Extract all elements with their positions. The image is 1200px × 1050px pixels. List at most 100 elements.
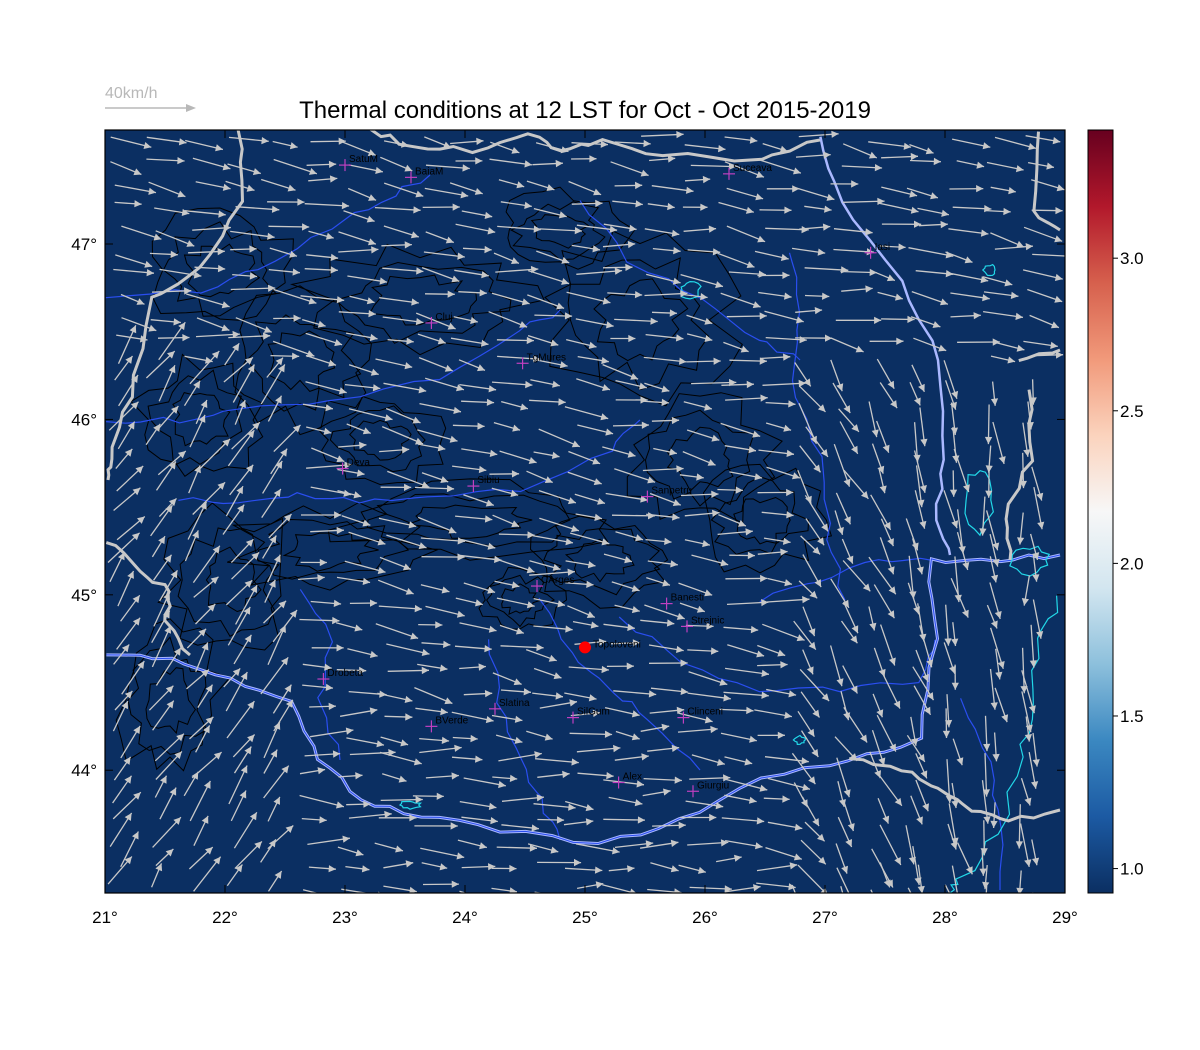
wind-arrow-head xyxy=(511,520,520,528)
wind-arrow-head xyxy=(292,352,300,360)
wind-arrow-head xyxy=(761,599,769,607)
wind-arrow-head xyxy=(131,532,140,541)
wind-arrow-head xyxy=(914,397,921,406)
contour-line xyxy=(366,493,571,547)
wind-arrow-head xyxy=(475,599,483,607)
wind-arrow-head xyxy=(613,744,621,753)
wind-arrow-head xyxy=(330,266,338,274)
wind-arrow xyxy=(189,350,220,385)
wind-arrow-head xyxy=(1017,537,1025,545)
wind-arrow xyxy=(307,837,350,846)
wind-arrow-head xyxy=(232,330,240,339)
wind-arrow-head xyxy=(278,600,287,609)
wind-arrow-head xyxy=(630,373,639,380)
wind-arrow-head xyxy=(594,513,602,521)
wind-arrow-head xyxy=(548,654,557,662)
wind-arrow-head xyxy=(405,713,413,721)
wind-arrow-head xyxy=(847,823,855,831)
wind-arrow-head xyxy=(639,382,647,390)
wind-arrow-head xyxy=(362,577,371,585)
wind-arrow-head xyxy=(207,604,216,612)
wind-arrow-head xyxy=(903,142,912,150)
wind-arrow-head xyxy=(163,592,170,601)
wind-arrow-head xyxy=(614,267,623,275)
wind-arrow-head xyxy=(204,780,211,789)
wind-arrow-head xyxy=(631,585,640,592)
station-label: SilGum xyxy=(577,707,610,718)
wind-arrow-head xyxy=(210,576,219,585)
wind-arrow-head xyxy=(724,885,732,893)
wind-arrow-head xyxy=(412,416,421,424)
wind-arrow xyxy=(725,667,770,675)
wind-arrow-head xyxy=(632,639,640,647)
wind-arrow-head xyxy=(127,571,134,579)
lake-outline xyxy=(398,800,423,810)
wind-arrow-head xyxy=(877,465,885,474)
wind-arrow-head xyxy=(536,794,544,802)
wind-arrow-head xyxy=(1016,887,1024,893)
contour-line xyxy=(406,504,533,539)
lake-outline xyxy=(964,470,994,537)
wind-arrow xyxy=(306,463,352,469)
wind-arrow-head xyxy=(556,302,565,310)
wind-arrow-head xyxy=(178,322,186,331)
wind-arrow-head xyxy=(174,751,182,760)
wind-arrow xyxy=(984,753,988,797)
wind-arrow-head xyxy=(1032,574,1040,582)
wind-arrow-head xyxy=(782,537,791,545)
wind-arrow-head xyxy=(982,294,990,302)
wind-arrow-head xyxy=(330,253,339,261)
wind-arrow-head xyxy=(247,430,255,439)
wind-arrow-head xyxy=(319,558,327,567)
colorbar-tick-label: 3.0 xyxy=(1120,249,1144,268)
wind-arrow-head xyxy=(132,617,141,626)
wind-arrow xyxy=(498,752,542,762)
wind-arrow-head xyxy=(883,521,891,530)
station-sibiu: Sibiu xyxy=(467,475,500,493)
wind-arrow-head xyxy=(1021,598,1029,606)
wind-arrow-head xyxy=(823,151,831,159)
country-border xyxy=(1018,348,1061,363)
wind-arrow xyxy=(420,847,465,859)
wind-arrow-head xyxy=(865,228,873,236)
x-tick-label: 28° xyxy=(932,908,958,927)
wind-arrow-head xyxy=(784,292,792,300)
wind-arrow-head xyxy=(244,634,252,643)
wind-arrow xyxy=(192,481,226,515)
contour-line xyxy=(254,518,410,580)
wind-arrow-head xyxy=(706,622,714,630)
wind-arrow-head xyxy=(523,688,531,696)
wind-arrow-head xyxy=(239,790,247,799)
station-label: BVerde xyxy=(435,715,468,726)
wind-arrow-head xyxy=(281,765,289,774)
wind-arrow-head xyxy=(812,546,821,555)
wind-arrow-head xyxy=(788,400,796,408)
wind-arrow xyxy=(1018,804,1021,849)
wind-arrow-head xyxy=(487,542,496,550)
wind-arrow-head xyxy=(247,734,255,743)
wind-arrow xyxy=(908,555,915,599)
wind-arrow xyxy=(379,751,422,765)
wind-arrow-head xyxy=(696,473,704,481)
wind-arrow-head xyxy=(544,733,553,741)
wind-arrow-head xyxy=(268,284,276,292)
wind-arrow xyxy=(529,534,574,544)
wind-arrow xyxy=(235,206,280,211)
wind-arrow-head xyxy=(914,220,922,228)
y-tick-label: 46° xyxy=(71,410,97,429)
wind-arrow-head xyxy=(876,709,884,718)
wind-arrow-head xyxy=(164,554,172,563)
wind-arrow-head xyxy=(802,783,810,791)
wind-arrow-head xyxy=(448,526,457,534)
wind-arrow-head xyxy=(780,661,788,669)
wind-arrow xyxy=(424,187,469,197)
wind-arrow-head xyxy=(176,733,184,742)
wind-arrow-head xyxy=(437,444,446,452)
wind-arrow-head xyxy=(641,421,649,429)
wind-arrow-head xyxy=(379,277,388,285)
wind-arrow-head xyxy=(822,223,831,231)
wind-arrow-head xyxy=(372,384,381,392)
wind-arrow-head xyxy=(489,449,498,457)
wind-arrow-head xyxy=(976,161,985,169)
x-tick-label: 27° xyxy=(812,908,838,927)
